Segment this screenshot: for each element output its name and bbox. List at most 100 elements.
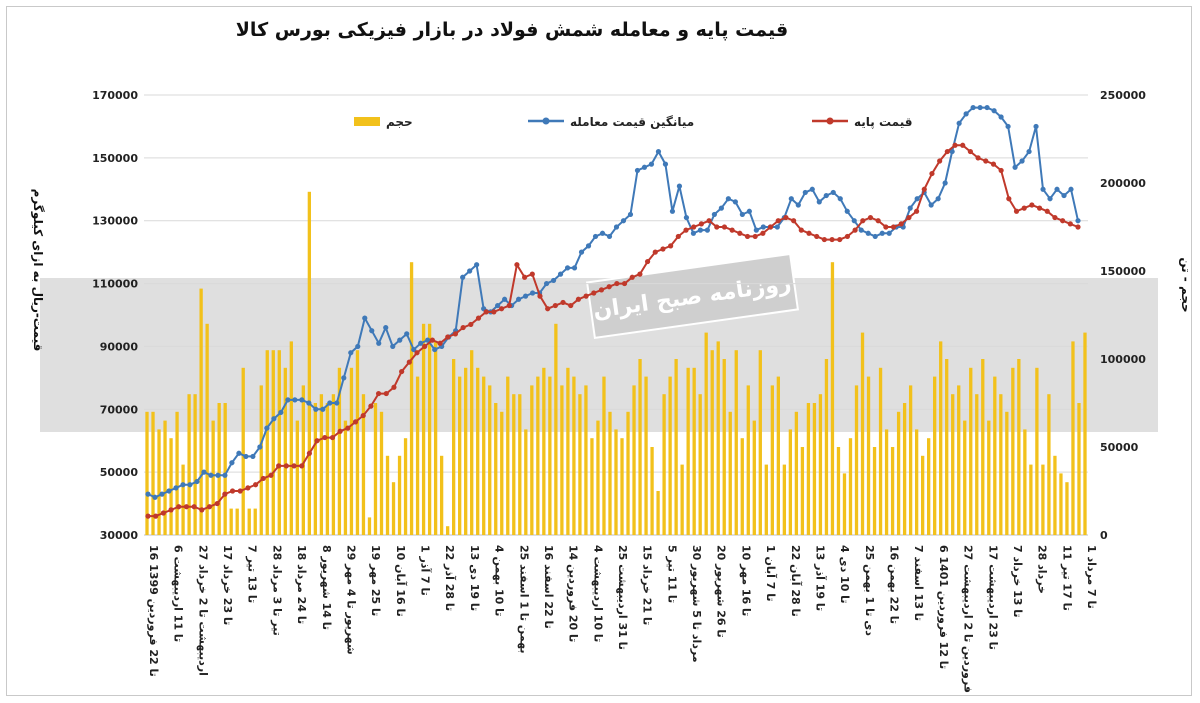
base-price-point — [1021, 205, 1027, 211]
avg-price-point — [655, 148, 662, 155]
avg-price-point — [886, 230, 892, 236]
avg-price-point — [159, 491, 165, 497]
avg-price-point — [620, 218, 627, 224]
volume-bar — [295, 420, 299, 535]
volume-bar — [896, 411, 901, 535]
volume-bar — [524, 429, 528, 535]
volume-bar — [433, 341, 438, 535]
base-price-point — [329, 434, 336, 441]
base-price-point — [821, 236, 827, 243]
volume-bar — [818, 394, 823, 535]
base-price-point — [560, 299, 566, 306]
volume-bar — [914, 429, 919, 535]
x-tick-label: 20 تا 26 شهریور — [715, 545, 728, 638]
volume-bar — [698, 394, 702, 535]
avg-price-point — [495, 302, 501, 309]
base-price-point — [614, 280, 620, 287]
volume-bar — [301, 385, 305, 535]
avg-price-point — [739, 211, 745, 218]
volume-bar — [716, 341, 720, 535]
base-price-point — [706, 218, 712, 224]
volume-bar — [199, 288, 203, 535]
base-price-point — [729, 227, 735, 233]
avg-price-point — [208, 472, 214, 478]
volume-bar — [662, 394, 666, 535]
avg-price-point — [704, 227, 710, 233]
base-price-point — [998, 167, 1004, 174]
avg-price-point — [362, 315, 368, 321]
base-price-point — [1067, 221, 1073, 227]
avg-price-point — [1054, 186, 1060, 192]
volume-bar — [337, 367, 342, 535]
base-price-point — [937, 158, 943, 164]
volume-bar — [373, 403, 378, 535]
avg-price-point — [641, 164, 648, 170]
avg-price-point — [613, 224, 620, 230]
volume-bar — [265, 350, 269, 535]
avg-price-point — [935, 196, 941, 202]
avg-price-point — [327, 400, 333, 406]
avg-price-point — [550, 277, 557, 284]
volume-bar — [181, 464, 185, 535]
x-tick-label: 13 تا 19 دی — [468, 545, 481, 611]
avg-price-point — [1026, 148, 1032, 155]
x-tick-label: 10 تا 16 آبان — [394, 545, 408, 617]
base-price-point — [606, 284, 612, 290]
base-price-point — [683, 227, 689, 233]
base-price-point — [491, 309, 497, 315]
avg-price-point — [977, 104, 983, 111]
x-tick-label: 27 اردیبهشت تا 2 خرداد — [196, 545, 209, 676]
x-tick-label: 19 تا 25 مهر — [369, 545, 382, 616]
base-price-point — [760, 230, 766, 236]
base-price-point — [422, 343, 428, 350]
avg-price-point — [173, 485, 179, 491]
avg-price-point — [914, 196, 920, 202]
avg-price-point — [984, 104, 990, 111]
base-price-point — [883, 224, 889, 230]
volume-bar — [957, 385, 961, 535]
volume-bar — [1041, 464, 1045, 535]
base-price-point — [637, 271, 643, 277]
x-tick-label: 30 مرداد تا 5 شهریور — [690, 545, 703, 663]
avg-price-point — [404, 331, 410, 337]
volume-bar — [656, 491, 660, 535]
base-price-point — [890, 224, 897, 230]
base-price-point — [468, 321, 474, 328]
avg-price-point — [467, 268, 473, 274]
volume-bar — [1011, 367, 1015, 535]
base-price-point — [199, 507, 205, 513]
left-tick-label: 110000 — [92, 278, 138, 291]
avg-price-point — [991, 108, 997, 114]
x-tick-label: 16 تا 22 اسفند — [542, 545, 555, 629]
volume-bar — [939, 341, 943, 535]
volume-bar — [884, 429, 889, 535]
base-price-point — [1029, 202, 1035, 208]
volume-bar — [668, 376, 672, 535]
avg-price-point — [201, 469, 207, 475]
base-price-point — [975, 155, 981, 161]
base-price-point — [352, 419, 359, 425]
x-tick-label: 8 تا 14 شهریور — [320, 545, 333, 630]
legend-swatch-volume — [354, 117, 380, 126]
x-tick-label: 29 شهریور تا 4 مهر — [344, 545, 357, 655]
x-tick-label: 22 تا 28 آبان — [789, 545, 803, 617]
base-price-point — [529, 271, 535, 277]
avg-price-point — [292, 397, 298, 403]
x-tick-label: 1 تا 7 آبان — [764, 545, 778, 601]
base-price-point — [322, 434, 328, 441]
volume-bar — [969, 367, 973, 535]
volume-bar — [872, 447, 877, 535]
base-price-point — [660, 246, 666, 252]
left-tick-label: 150000 — [92, 152, 138, 165]
base-price-point — [452, 331, 459, 337]
volume-bar — [626, 411, 630, 535]
avg-price-point — [432, 346, 438, 353]
avg-price-point — [809, 186, 815, 192]
volume-bar — [205, 323, 209, 535]
volume-bar — [548, 376, 552, 535]
volume-bar — [824, 359, 829, 535]
volume-bar — [289, 341, 293, 535]
volume-bar — [235, 508, 239, 535]
volume-bar — [169, 438, 173, 535]
volume-bar — [902, 403, 907, 535]
